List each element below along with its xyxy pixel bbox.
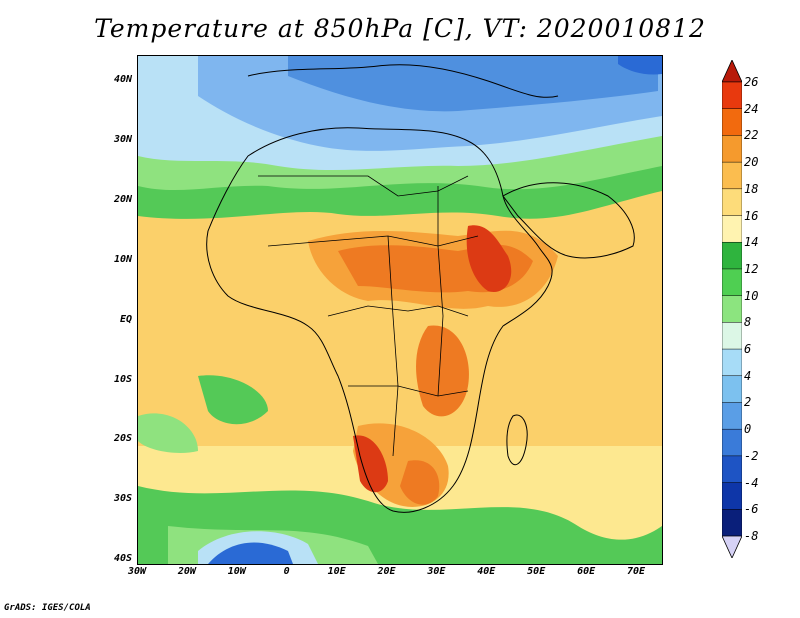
colorbar-label: 16 (744, 208, 759, 223)
colorbar-segment (722, 188, 742, 217)
lat-label: 40N (113, 74, 132, 85)
colorbar-label: 22 (744, 128, 759, 143)
colorbar-label: 0 (744, 422, 752, 437)
colorbar-segment (722, 295, 742, 324)
arabia-outline (502, 182, 635, 259)
lat-label: 20S (113, 433, 132, 445)
lon-label: 0 (283, 566, 290, 577)
temperature-map (138, 56, 662, 564)
lat-label: 40S (113, 553, 132, 565)
colorbar-bottom-arrow (722, 535, 742, 558)
colorbar-label: 2 (744, 395, 752, 410)
lon-label: 70E (626, 566, 646, 577)
hot-core-namibia (353, 435, 388, 493)
mediterranean-cold (288, 56, 658, 112)
colorbar-label: 4 (744, 368, 752, 383)
colorbar-segment (722, 241, 742, 270)
colorbar-label: 20 (744, 155, 759, 170)
colorbar-segment (722, 428, 742, 457)
lon-label: 50E (527, 566, 546, 577)
colorbar-label: 18 (744, 181, 759, 196)
chart-title: Temperature at 850hPa [C], VT: 202001081… (94, 14, 706, 43)
africa-coastline (206, 127, 553, 513)
colorbar-label: 14 (744, 235, 759, 250)
colorbar-label: 24 (744, 101, 759, 116)
lon-label: 10W (227, 566, 246, 577)
colorbar-top-arrow (722, 60, 742, 83)
colorbar-label: -2 (744, 448, 759, 463)
lon-label: 60E (577, 566, 596, 577)
colorbar-segment (722, 81, 742, 110)
border-vertical-2 (437, 186, 444, 397)
lat-label: 30N (113, 133, 132, 145)
lat-label: 30S (113, 493, 132, 505)
colorbar-segment (722, 482, 742, 511)
lat-label: EQ (119, 313, 132, 325)
atlantic-green-patch (198, 375, 268, 425)
colorbar-segment (722, 322, 742, 350)
north-darkblue-spot (618, 56, 662, 75)
colorbar-label: 12 (744, 261, 759, 276)
border-central (327, 305, 469, 317)
colorbar-segment (722, 402, 742, 430)
colorbar-segment (722, 348, 742, 377)
credit-text: GrADS: IGES/COLA (4, 603, 91, 613)
europe-outline (247, 64, 559, 98)
colorbar-segment (722, 108, 742, 137)
lon-label: 40E (477, 566, 496, 577)
colorbar-label: 8 (744, 315, 752, 330)
lon-label: 20E (377, 566, 396, 577)
lon-label: 30E (427, 566, 446, 577)
colorbar-segment (722, 375, 742, 404)
hot-core-ethiopia (466, 225, 512, 292)
lon-label: 10E (327, 566, 346, 577)
lat-label: 10S (113, 373, 132, 385)
colorbar-label: -6 (744, 502, 759, 517)
colorbar-label: -4 (744, 475, 759, 490)
madagascar-outline (506, 414, 528, 466)
border-sahara (258, 175, 469, 197)
colorbar-label: -8 (744, 529, 759, 543)
colorbar-segment (722, 509, 742, 537)
lat-label: 20N (113, 193, 132, 205)
colorbar-segment (722, 161, 742, 190)
lon-label: 30W (127, 566, 147, 577)
lon-label: 20W (177, 566, 196, 577)
hot-core-southafrica (400, 460, 440, 505)
colorbar-segment (722, 268, 742, 297)
colorbar-segment (722, 135, 742, 163)
colorbar-label: 10 (744, 288, 759, 303)
colorbar-label: 26 (744, 75, 759, 89)
colorbar-segment (722, 455, 742, 484)
atlantic-green-patch-2 (138, 413, 198, 453)
border-vertical-1 (387, 235, 399, 457)
colorbar-label: 6 (744, 342, 752, 357)
map-panel (137, 55, 663, 565)
colorbar-segment (722, 215, 742, 243)
border-south (348, 385, 469, 397)
lat-label: 10N (113, 253, 132, 265)
antarctic-blue-patch (208, 542, 293, 564)
colorbar (722, 60, 742, 558)
